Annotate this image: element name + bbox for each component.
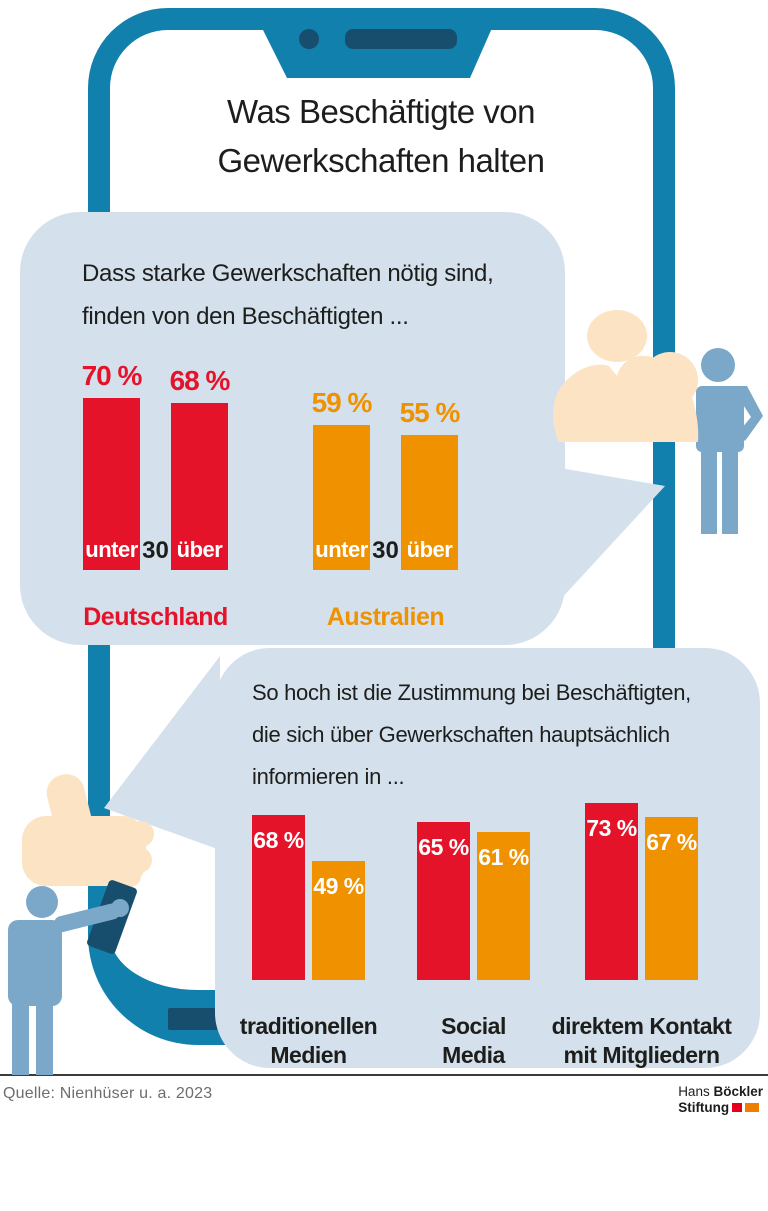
bar-pair: 65 % 61 % [417, 760, 530, 980]
bar-value-label: 68 % [253, 827, 304, 853]
logo-red-square-icon [732, 1102, 743, 1112]
bar-column: 55 % über [399, 397, 461, 570]
bar-group: 59 % unter 30 55 % über [311, 330, 461, 570]
age-axis-label: 30 [142, 537, 169, 564]
bar-column: 73 % [585, 803, 638, 980]
bar-value-label: 73 % [586, 815, 637, 841]
bar-column: 70 % unter [81, 360, 143, 570]
category-label: traditionellen Medien [239, 1013, 378, 1069]
bar-column: 59 % unter [311, 387, 373, 570]
chart1-question: Dass starke Gewerkschaften nötig sind, f… [82, 260, 494, 331]
bar-column: 67 % [645, 817, 698, 980]
chart2: 68 % 49 % traditionellen Medien 65 % 61 % Soc… [215, 648, 760, 1068]
bar-value-label: 68 % [169, 365, 231, 396]
bar-column: 65 % [417, 822, 470, 980]
page-title: Was Beschäftigte von Gewerkschaften halt… [217, 93, 545, 179]
category-label: Social Media [441, 1013, 506, 1069]
hans-boeckler-stiftung-logo: Hans Böckler Stiftung [678, 1084, 763, 1115]
bar-value-label: 61 % [478, 844, 529, 870]
category-label: direktem Kontakt mit Mitgliedern [551, 1013, 732, 1069]
home-button-icon [168, 1008, 230, 1030]
bar: unter [83, 398, 140, 570]
person-akimbo-icon [696, 348, 763, 534]
chart2-question: So hoch ist die Zustimmung bei Beschäfti… [252, 680, 691, 790]
footer-divider [0, 1074, 768, 1076]
logo-boeckler: Böckler [713, 1084, 763, 1099]
bar-column: 49 % [312, 861, 365, 980]
chart1: 70 % unter 30 68 % über Deutschland 59 % unter 3… [20, 212, 565, 645]
bar: 68 % [252, 815, 305, 980]
logo-hans: Hans [678, 1084, 710, 1099]
country-label: Deutschland [83, 603, 228, 631]
bar-group: 70 % unter 30 68 % über [81, 330, 231, 570]
age-axis-label: 30 [372, 537, 399, 564]
thumbs-up-icon [22, 774, 154, 887]
logo-stiftung: Stiftung [678, 1099, 730, 1115]
source-note: Quelle: Nienhüser u. a. 2023 [3, 1085, 213, 1102]
bar: über [401, 435, 458, 570]
bar-value-label: 55 % [399, 397, 461, 428]
bar-value-label: 49 % [313, 873, 364, 899]
bar: über [171, 403, 228, 570]
person-figure-icon [8, 886, 129, 1075]
speech-bubble-1: Dass starke Gewerkschaften nötig sind, f… [20, 212, 565, 645]
bar-age-label: über [406, 537, 453, 562]
bar: 65 % [417, 822, 470, 980]
bar: 49 % [312, 861, 365, 980]
flexed-biceps-icon [553, 310, 699, 442]
bar: 73 % [585, 803, 638, 980]
bar-value-label: 67 % [646, 829, 697, 855]
bar: 61 % [477, 832, 530, 980]
country-label: Australien [326, 603, 445, 631]
speaker-slot-icon [345, 29, 457, 49]
bar-pair: 68 % 49 % [252, 760, 365, 980]
bar-age-label: über [176, 537, 223, 562]
bar-age-label: unter [315, 537, 368, 562]
bar-age-label: unter [85, 537, 138, 562]
bar: 67 % [645, 817, 698, 980]
bar-column: 68 % [252, 815, 305, 980]
bar: unter [313, 425, 370, 570]
bar-value-label: 59 % [311, 387, 373, 418]
bar-column: 61 % [477, 832, 530, 980]
bar-column: 68 % über [169, 365, 231, 570]
bar-value-label: 65 % [418, 834, 469, 860]
thumbs-up-group [8, 774, 154, 1075]
camera-dot-icon [299, 29, 319, 49]
bar-value-label: 70 % [81, 360, 143, 391]
bar-pair: 73 % 67 % [585, 760, 698, 980]
speech-bubble-2: So hoch ist die Zustimmung bei Beschäfti… [215, 648, 760, 1068]
logo-orange-square-icon [745, 1102, 760, 1112]
